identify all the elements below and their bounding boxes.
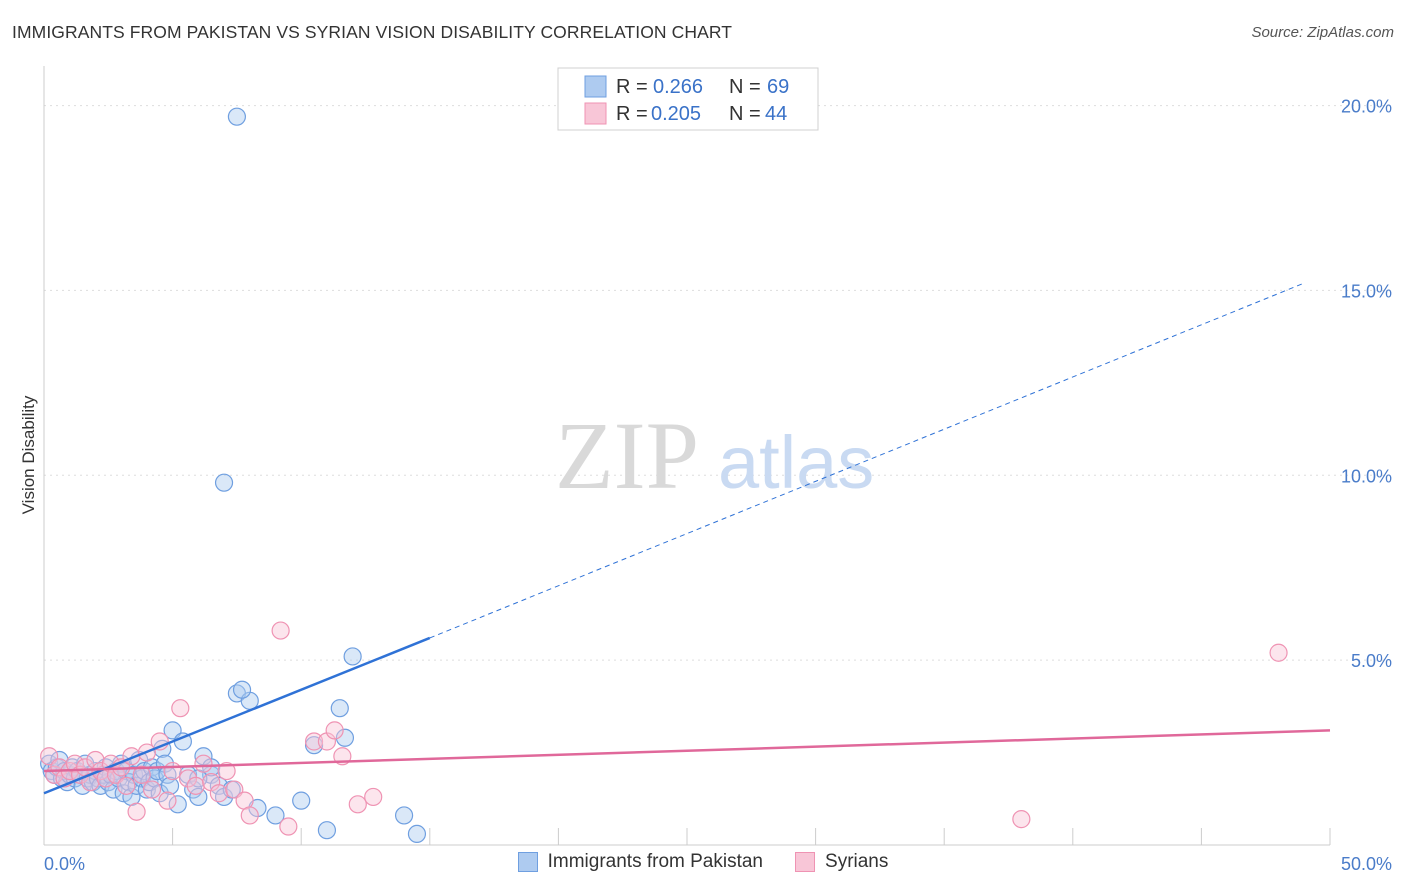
syrians-point-15 bbox=[117, 776, 136, 795]
y-tick-label-0: 5.0% bbox=[1351, 651, 1392, 671]
syrians-point-24 bbox=[171, 699, 190, 718]
trend-lines bbox=[43, 282, 1331, 795]
x-tick-min: 0.0% bbox=[44, 854, 85, 874]
syrians-point-18 bbox=[132, 765, 151, 784]
legend-r-label-2: R = bbox=[616, 103, 648, 125]
pakistan-trend-extension bbox=[429, 282, 1305, 639]
syrians-point-5 bbox=[65, 754, 84, 773]
legend-item-pakistan: Immigrants from Pakistan bbox=[517, 851, 764, 873]
watermark: ZIP atlas bbox=[555, 402, 874, 509]
chart-title: IMMIGRANTS FROM PAKISTAN VS SYRIAN VISIO… bbox=[12, 22, 733, 42]
pakistan-point-75 bbox=[227, 107, 246, 126]
syrians-point-26 bbox=[186, 776, 205, 795]
legend-swatch-syrians-bottom bbox=[795, 852, 816, 872]
pakistan-point-74 bbox=[214, 473, 234, 492]
legend-r-value-1: 0.266 bbox=[653, 76, 703, 98]
pakistan-point-49 bbox=[168, 795, 187, 814]
legend-item-syrians: Syrians bbox=[795, 851, 888, 873]
pakistan-point-66 bbox=[292, 791, 311, 810]
pakistan-point-48 bbox=[163, 721, 182, 740]
syrians-point-41 bbox=[364, 787, 383, 807]
syrians-point-35 bbox=[279, 817, 298, 836]
watermark-atlas: atlas bbox=[718, 421, 874, 504]
legend-n-value-1: 69 bbox=[767, 76, 789, 98]
syrians-point-40 bbox=[348, 795, 367, 814]
y-axis-label: Vision Disability bbox=[19, 395, 38, 514]
pakistan-trend-line bbox=[43, 636, 431, 795]
stats-legend: R = 0.266 N = 69 R = 0.205 N = 44 bbox=[557, 67, 819, 131]
legend-swatch-syrians bbox=[584, 102, 607, 125]
syrians-point-23 bbox=[163, 761, 182, 781]
legend-n-label-1: N = bbox=[729, 76, 761, 98]
syrians-point-36 bbox=[304, 732, 324, 751]
syrians-point-34 bbox=[271, 621, 290, 640]
legend-r-label-1: R = bbox=[616, 76, 648, 98]
legend-swatch-pakistan bbox=[584, 75, 607, 98]
syrians-point-38 bbox=[325, 721, 344, 740]
legend-n-value-2: 44 bbox=[765, 103, 787, 125]
series-legend: Immigrants from Pakistan Syrians bbox=[0, 851, 1406, 873]
y-tick-label-3: 20.0% bbox=[1341, 97, 1392, 117]
legend-swatch-pakistan-bottom bbox=[517, 852, 538, 872]
pakistan-point-71 bbox=[343, 647, 362, 666]
syrians-point-20 bbox=[142, 780, 162, 799]
syrians-point-27 bbox=[194, 754, 213, 773]
pakistan-point-47 bbox=[160, 776, 180, 795]
y-tick-label-1: 10.0% bbox=[1341, 466, 1392, 486]
pakistan-point-65 bbox=[232, 680, 252, 699]
pakistan-point-70 bbox=[335, 728, 355, 747]
pakistan-point-69 bbox=[330, 699, 349, 718]
y-tick-label-2: 15.0% bbox=[1341, 281, 1392, 301]
syrians-point-25 bbox=[178, 769, 198, 788]
pakistan-point-53 bbox=[189, 787, 208, 807]
syrians-point-22 bbox=[158, 791, 177, 810]
source-credit: Source: ZipAtlas.com bbox=[1251, 24, 1394, 41]
legend-n-label-2: N = bbox=[729, 103, 761, 125]
watermark-zip: ZIP bbox=[555, 402, 699, 509]
syrians-point-30 bbox=[217, 761, 236, 781]
legend-label-pakistan: Immigrants from Pakistan bbox=[547, 851, 764, 872]
axes: 5.0% 10.0% 15.0% 20.0% bbox=[43, 66, 1392, 846]
syrians-point-42 bbox=[1012, 810, 1031, 829]
x-tick-max: 50.0% bbox=[1341, 854, 1392, 874]
pakistan-point-72 bbox=[394, 806, 414, 825]
syrians-point-33 bbox=[240, 806, 259, 825]
grid-lines bbox=[44, 105, 1392, 661]
syrians-trend-line bbox=[43, 729, 1331, 773]
legend-r-value-2: 0.205 bbox=[651, 103, 701, 125]
legend-label-syrians: Syrians bbox=[825, 851, 889, 872]
syrians-point-17 bbox=[127, 802, 146, 821]
syrians-point-31 bbox=[225, 780, 244, 799]
pakistan-point-73 bbox=[407, 824, 427, 844]
syrians-point-43 bbox=[1269, 643, 1288, 662]
syrians-point-0 bbox=[40, 747, 59, 766]
syrians-point-29 bbox=[209, 784, 228, 803]
pakistan-point-68 bbox=[317, 821, 337, 840]
pakistan-point-62 bbox=[266, 806, 285, 825]
